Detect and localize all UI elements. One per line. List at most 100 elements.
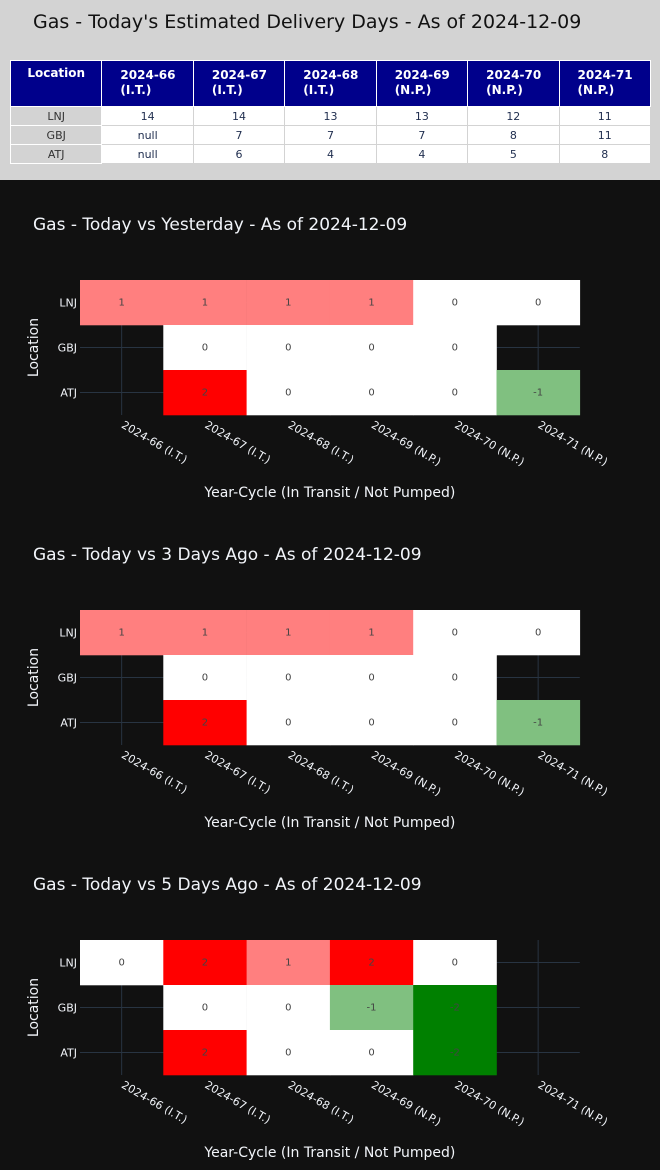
y-tick-label: LNJ (59, 957, 77, 970)
table-cell: 4 (375, 144, 469, 164)
table-cell: 7 (192, 125, 286, 145)
table-cell: null (101, 125, 194, 145)
cell-value-label: 1 (285, 958, 291, 969)
cell-value-label: 0 (452, 298, 458, 309)
heatmap-cell (413, 280, 497, 326)
cell-value-label: -2 (450, 1003, 460, 1014)
cell-value-label: 1 (285, 628, 291, 639)
cell-value-label: 1 (202, 298, 208, 309)
cell-value-label: 0 (202, 343, 208, 354)
table-header-row: Location 2024-66 (I.T.) 2024-67 (I.T.) 202… (9, 60, 652, 107)
x-tick-label: 2024-71 (N.P.) (536, 418, 610, 468)
heatmap-cell (246, 985, 331, 1031)
cell-value-label: 2 (202, 388, 208, 399)
heatmap-cell (246, 940, 331, 986)
y-axis-title: Location (26, 648, 42, 707)
heatmap-cell (246, 280, 331, 326)
cell-value-label: 0 (535, 298, 541, 309)
x-tick-label: 2024-68 (I.T.) (286, 418, 356, 466)
x-tick-label: 2024-71 (N.P.) (536, 1078, 610, 1128)
heatmap-cell (496, 370, 581, 416)
heatmap-cell (329, 370, 414, 416)
row-location: GBJ (9, 125, 103, 145)
heatmap-cell (246, 1030, 331, 1076)
heatmap-cell (329, 700, 414, 746)
cell-value-label: 0 (452, 718, 458, 729)
cell-value-label: 2 (202, 718, 208, 729)
x-tick-label: 2024-67 (I.T.) (202, 418, 272, 466)
heatmap-today-vs-3-days-ago: Gas - Today vs 3 Days Ago - As of 2024-1… (26, 545, 610, 831)
heatmap-cell (163, 940, 247, 986)
heatmap-cell (246, 370, 331, 416)
y-tick-label: GBJ (58, 1002, 77, 1015)
heatmap-cell (329, 325, 414, 371)
y-tick-label: GBJ (58, 672, 77, 685)
chart-title: Gas - Today vs 3 Days Ago - As of 2024-1… (33, 545, 422, 565)
x-tick-label: 2024-68 (I.T.) (286, 748, 356, 796)
heatmap-cell (163, 610, 247, 656)
cell-value-label: 0 (368, 718, 374, 729)
cell-value-label: 0 (285, 673, 291, 684)
heatmap-cell (163, 985, 247, 1031)
y-tick-label: GBJ (58, 342, 77, 355)
heatmap-cell (163, 325, 247, 371)
cell-value-label: 0 (452, 388, 458, 399)
cell-value-label: 0 (452, 673, 458, 684)
cell-value-label: 0 (118, 958, 124, 969)
table-cell: 13 (284, 106, 377, 126)
table-cell: 11 (558, 106, 652, 126)
cell-value-label: 0 (452, 958, 458, 969)
table-row: GBJ null 7 7 7 8 11 (9, 125, 652, 145)
y-axis-title: Location (26, 318, 42, 377)
table-cell: 7 (284, 125, 377, 145)
table-cell: 14 (101, 106, 194, 126)
table-title: Gas - Today's Estimated Delivery Days - … (33, 11, 582, 33)
x-tick-label: 2024-70 (N.P.) (452, 418, 526, 468)
column-header: 2024-68 (I.T.) (284, 60, 377, 107)
x-axis-title: Year-Cycle (In Transit / Not Pumped) (203, 815, 455, 831)
table-cell: 14 (192, 106, 286, 126)
cell-value-label: 0 (368, 343, 374, 354)
table-cell: 12 (467, 106, 560, 126)
heatmap-cell (329, 1030, 414, 1076)
y-axis-title: Location (26, 978, 42, 1037)
y-tick-label: ATJ (60, 387, 77, 400)
delivery-days-panel: Gas - Today's Estimated Delivery Days - … (0, 0, 660, 180)
row-location: LNJ (9, 106, 103, 126)
heatmap-cell (413, 610, 497, 656)
delivery-days-table: Location 2024-66 (I.T.) 2024-67 (I.T.) 202… (9, 60, 652, 164)
heatmap-cell (80, 280, 164, 326)
x-tick-label: 2024-69 (N.P.) (369, 1078, 443, 1128)
heatmap-cell (329, 655, 414, 701)
heatmap-cell (413, 325, 497, 371)
cell-value-label: 0 (285, 718, 291, 729)
cell-value-label: 0 (535, 628, 541, 639)
y-tick-label: LNJ (59, 627, 77, 640)
cell-value-label: 1 (368, 628, 374, 639)
heatmap-cell (413, 1030, 497, 1076)
x-axis-title: Year-Cycle (In Transit / Not Pumped) (203, 1145, 455, 1161)
row-location: ATJ (9, 144, 103, 164)
cell-value-label: -1 (533, 388, 543, 399)
column-header: 2024-71 (N.P.) (558, 60, 652, 107)
heatmap-cell (246, 325, 331, 371)
heatmap-cell (329, 940, 414, 986)
heatmap-cell (246, 610, 331, 656)
cell-value-label: 0 (285, 1048, 291, 1059)
column-header: 2024-69 (N.P.) (375, 60, 469, 107)
heatmap-cell (163, 280, 247, 326)
column-header: 2024-66 (I.T.) (101, 60, 194, 107)
heatmap-cell (246, 700, 331, 746)
cell-value-label: 2 (368, 958, 374, 969)
chart-title: Gas - Today vs 5 Days Ago - As of 2024-1… (33, 875, 422, 895)
x-tick-label: 2024-67 (I.T.) (202, 748, 272, 796)
cell-value-label: -1 (533, 718, 543, 729)
y-tick-label: ATJ (60, 717, 77, 730)
heatmap-cell (80, 940, 164, 986)
cell-value-label: 1 (118, 628, 124, 639)
y-tick-label: ATJ (60, 1047, 77, 1060)
cell-value-label: 1 (368, 298, 374, 309)
table-cell: 8 (467, 125, 560, 145)
table-cell: 8 (558, 144, 652, 164)
heatmap-cell (413, 985, 497, 1031)
